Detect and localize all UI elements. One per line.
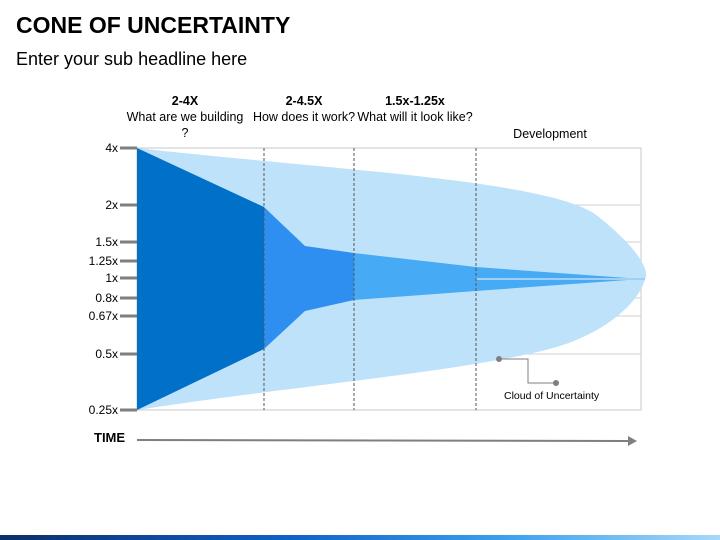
cone-phase-3	[354, 253, 641, 300]
phase-2-text: How does it work?	[252, 110, 356, 124]
phase-1-text: What are we building ?	[126, 110, 244, 140]
phase-4-text: Development	[513, 127, 587, 141]
y-tick-2x: 2x	[105, 198, 118, 212]
phase-1-head: 2-4X	[171, 94, 199, 108]
phase-label-3: 1.5x-1.25x What will it look like?	[355, 93, 475, 125]
phase-separators	[263, 148, 477, 410]
y-axis-ticks	[120, 146, 137, 412]
bottom-accent-bar	[0, 535, 720, 540]
time-arrow-head	[628, 436, 637, 446]
phase-3-text: What will it look like?	[357, 110, 473, 124]
page-subtitle: Enter your sub headline here	[16, 49, 248, 69]
y-tick-0-8x: 0.8x	[95, 291, 118, 305]
time-arrow-line	[136, 439, 629, 442]
y-tick-1-5x: 1.5x	[95, 235, 118, 249]
phase-label-1: 2-4X What are we building ?	[125, 93, 245, 141]
y-tick-0-25x: 0.25x	[88, 403, 118, 417]
y-tick-4x: 4x	[105, 141, 118, 155]
phase-2-head: 2-4.5X	[285, 94, 323, 108]
y-tick-0-5x: 0.5x	[95, 347, 118, 361]
phase-3-head: 1.5x-1.25x	[385, 94, 445, 108]
y-axis-labels: 4x 2x 1.5x 1.25x 1x 0.8x 0.67x 0.5x 0.25…	[58, 0, 118, 540]
time-axis-label: TIME	[94, 430, 126, 445]
y-tick-0-67x: 0.67x	[88, 309, 118, 323]
cone-phase-1	[137, 148, 264, 410]
page-title: CONE OF UNCERTAINTY	[16, 12, 291, 38]
cloud-callout	[499, 358, 556, 384]
phase-label-4: Development	[490, 126, 610, 142]
cloud-label: Cloud of Uncertainty	[504, 390, 600, 402]
callout-dot-end	[553, 380, 559, 386]
y-tick-1-25x: 1.25x	[88, 254, 118, 268]
cone-phase-2	[264, 207, 354, 349]
callout-dot-start	[496, 356, 502, 362]
y-tick-1x: 1x	[105, 271, 118, 285]
phase-label-2: 2-4.5X How does it work?	[244, 93, 364, 125]
